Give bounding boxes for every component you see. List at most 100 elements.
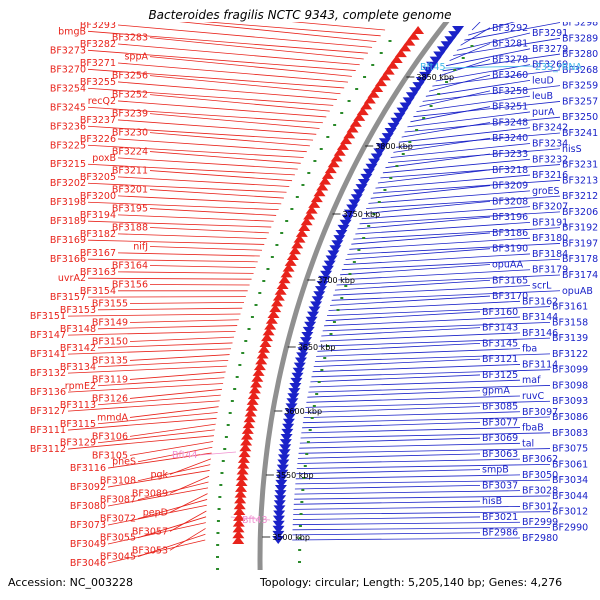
leader-line [117, 195, 282, 205]
leader-line [377, 169, 491, 184]
leader-line [67, 313, 241, 317]
leader-line [398, 127, 531, 143]
reverse-gene-arrow [241, 425, 254, 434]
gene-label: BF3236 [50, 121, 86, 132]
gene-label: pepD [143, 507, 168, 518]
leader-line [97, 325, 238, 330]
rna-leader-line [444, 65, 536, 69]
gene-label: BF3129 [60, 438, 96, 449]
forward-gene-arrow [273, 500, 286, 509]
gene-label: leuB [532, 91, 553, 102]
gene-label: BF3144 [522, 312, 558, 323]
track-tick [230, 400, 234, 402]
leader-line [149, 132, 310, 147]
leader-line [149, 37, 364, 60]
leader-line [97, 307, 243, 311]
forward-gene-arrow [316, 281, 329, 289]
gene-label: BF3053 [132, 545, 168, 556]
forward-gene-arrow [272, 530, 285, 539]
track-tick [216, 544, 220, 546]
reverse-gene-arrow [374, 78, 387, 87]
leader-line [149, 75, 341, 95]
gene-label: maf [522, 375, 541, 386]
leader-line [129, 441, 214, 456]
leader-line [87, 68, 345, 89]
gene-label: BF3231 [562, 160, 598, 171]
scale-label: 3800 kbp [375, 142, 413, 151]
leader-line [107, 487, 209, 507]
reverse-gene-arrow [271, 298, 284, 307]
gene-label: BF3017 [522, 501, 558, 512]
leader-line [169, 475, 210, 494]
gene-label: BF3062 [522, 454, 558, 465]
forward-gene-arrow [436, 46, 449, 55]
leader-line [393, 137, 491, 153]
leader-line [149, 170, 293, 182]
reverse-gene-arrow [371, 83, 384, 92]
leader-line [87, 49, 356, 71]
track-tick [220, 472, 224, 474]
gene-label: BF3241 [562, 128, 598, 139]
leader-line [67, 348, 232, 355]
track-tick [357, 249, 361, 251]
leader-line [117, 271, 254, 274]
rna-gene-label: Bft43 [242, 515, 268, 526]
leader-line [300, 432, 551, 439]
gene-label: BF3136 [30, 387, 66, 398]
reverse-gene-arrow [293, 234, 306, 243]
gene-label: BF3180 [532, 233, 568, 244]
gene-label: BF3075 [552, 444, 588, 455]
gene-label: BF3170 [492, 291, 528, 302]
forward-gene-arrow [274, 485, 287, 493]
leader-line [435, 64, 531, 82]
reverse-gene-arrow [262, 327, 275, 336]
leader-line [292, 537, 521, 541]
scale-label: 3750 kbp [342, 210, 380, 219]
leader-line [293, 506, 521, 510]
leader-line [347, 243, 561, 255]
track-tick [326, 136, 330, 138]
track-tick [422, 117, 426, 119]
reverse-gene-arrow [353, 112, 366, 121]
forward-gene-arrow [339, 219, 352, 228]
gene-label: BF3086 [552, 412, 588, 423]
leader-line [137, 516, 207, 539]
leader-line [366, 195, 561, 209]
gene-label: nifJ [133, 242, 148, 253]
reverse-gene-arrow [295, 228, 308, 237]
leader-line [380, 164, 561, 179]
reverse-gene-arrow [233, 501, 246, 510]
forward-gene-arrow [405, 92, 418, 101]
track-tick [308, 429, 312, 431]
gene-label: BF3135 [92, 355, 128, 366]
forward-gene-arrow [353, 189, 366, 198]
leader-line [87, 201, 279, 211]
track-tick [266, 268, 270, 270]
leader-line [301, 427, 521, 434]
gene-label: BF3163 [80, 267, 116, 278]
scale-label: 3600 kbp [284, 407, 322, 416]
leader-line [117, 100, 327, 118]
leader-line [357, 216, 491, 230]
reverse-gene-arrow [232, 530, 245, 539]
gene-track [216, 26, 474, 575]
leader-line [361, 206, 531, 220]
reverse-gene-arrow [280, 269, 293, 278]
leader-line [67, 383, 224, 393]
track-tick [323, 357, 327, 359]
track-tick [388, 40, 392, 42]
gene-label: BF3069 [482, 433, 518, 444]
scale-label: 3650 kbp [298, 343, 336, 352]
track-tick [258, 292, 262, 294]
leader-line [149, 246, 263, 251]
forward-gene-arrow [333, 235, 346, 244]
gene-label: BF3213 [562, 175, 598, 186]
forward-gene-arrow [285, 403, 298, 412]
gene-label: BF3279 [532, 44, 568, 55]
reverse-gene-arrow [403, 37, 416, 46]
track-tick [254, 304, 258, 306]
track-tick [303, 465, 307, 467]
leader-line [330, 295, 491, 306]
leader-line [345, 248, 491, 260]
track-tick [315, 393, 319, 395]
